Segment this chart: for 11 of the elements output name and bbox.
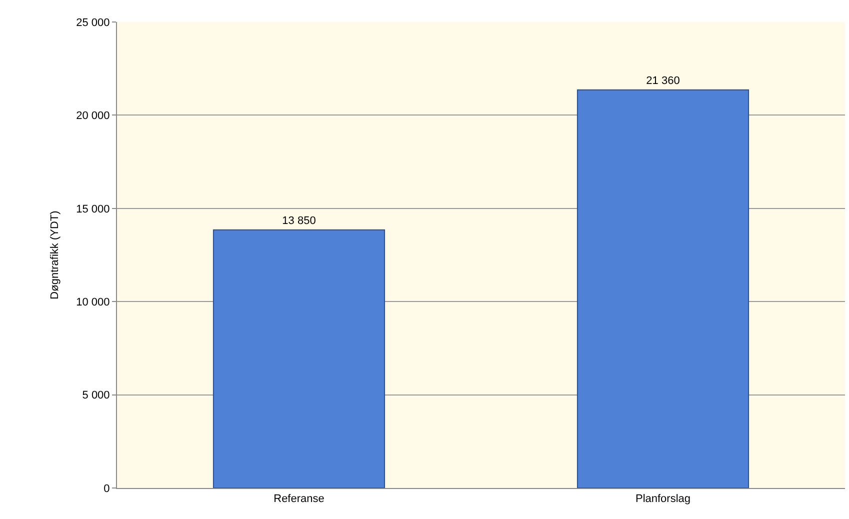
- data-label: 21 360: [646, 74, 680, 87]
- y-tick-label: 15 000: [76, 203, 110, 216]
- x-tick-label: Referanse: [274, 493, 324, 506]
- y-axis-title: Døgntrafikk (YDT): [48, 210, 61, 300]
- y-tick-label: 5 000: [82, 390, 110, 402]
- y-tick-label: 25 000: [76, 16, 110, 29]
- y-tick-label: 20 000: [76, 110, 110, 122]
- y-tick-label: 0: [104, 482, 110, 495]
- data-label: 13 850: [282, 214, 316, 227]
- x-tick-label: Planforslag: [635, 493, 691, 506]
- y-tick-label: 10 000: [76, 296, 110, 308]
